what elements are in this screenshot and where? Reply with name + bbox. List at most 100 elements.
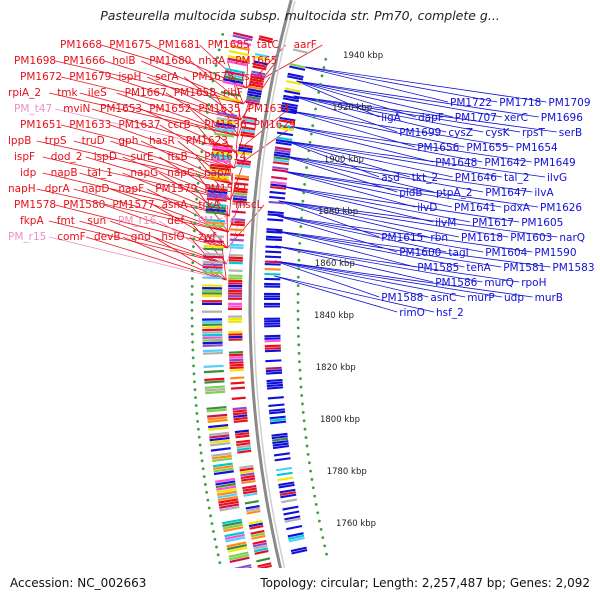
forward-gene xyxy=(235,434,250,439)
reverse-gene xyxy=(266,386,284,390)
leader-line xyxy=(296,80,380,118)
gene-label-right: rbn xyxy=(430,232,448,244)
forward-gene xyxy=(246,95,261,101)
outer-dot xyxy=(199,451,203,455)
reverse-gene xyxy=(272,166,289,171)
outer-dot xyxy=(212,530,215,533)
gene-label-left: aarF xyxy=(294,39,317,51)
reverse-gene xyxy=(264,347,281,350)
outer-dot xyxy=(193,380,196,384)
cog-gene xyxy=(202,326,223,329)
reverse-gene xyxy=(266,228,283,232)
leader-line xyxy=(293,95,398,133)
leader-line xyxy=(274,260,429,298)
cog-gene xyxy=(202,338,223,342)
forward-gene xyxy=(233,187,248,191)
gene-label-right: PM1642 xyxy=(484,157,526,169)
reverse-gene xyxy=(281,104,298,110)
cog-gene xyxy=(207,184,228,189)
cog-gene xyxy=(218,500,239,507)
reverse-gene xyxy=(264,324,281,328)
reverse-gene xyxy=(276,471,293,477)
gene-label-left: PM1698 xyxy=(14,55,56,67)
gene-label-right: murQ xyxy=(484,277,513,289)
gene-label-right: PM1626 xyxy=(540,202,582,214)
gene-labels[interactable]: PM1668 PM1675 PM1681 PM1685 tatC aarF PM1698 PM… xyxy=(8,39,595,319)
inner-dot xyxy=(310,478,314,481)
reverse-gene xyxy=(264,337,281,340)
forward-gene xyxy=(242,121,257,126)
forward-gene xyxy=(241,477,256,482)
gene-label-left: dprA xyxy=(45,183,71,195)
forward-gene xyxy=(234,177,249,181)
reverse-gene xyxy=(289,65,306,71)
reverse-gene xyxy=(272,442,289,447)
cog-gene xyxy=(221,518,242,525)
cog-gene xyxy=(202,323,223,326)
cog-gene xyxy=(228,551,249,558)
gene-label-right: PM1654 xyxy=(516,142,558,154)
reverse-gene xyxy=(264,302,281,305)
cog-gene xyxy=(217,493,238,499)
cog-gene xyxy=(209,169,230,174)
forward-gene xyxy=(228,305,243,308)
cog-gene xyxy=(232,34,253,42)
gene-label-right: rimO xyxy=(399,307,425,319)
forward-gene xyxy=(233,414,248,418)
gene-label-left: ccrB xyxy=(168,119,191,131)
inner-dot xyxy=(301,199,305,203)
leader-line xyxy=(276,230,502,268)
cog-gene xyxy=(230,44,251,52)
forward-gene xyxy=(241,479,256,485)
cog-gene xyxy=(202,289,223,293)
leader-line xyxy=(293,95,447,133)
gene-label-right: hsf_2 xyxy=(436,307,464,319)
reverse-gene xyxy=(268,403,285,407)
cog-gene xyxy=(222,523,243,530)
outer-dot xyxy=(195,412,199,415)
leader-line xyxy=(190,108,237,153)
cog-gene xyxy=(229,554,250,561)
forward-gene xyxy=(242,484,257,490)
forward-gene xyxy=(228,292,243,295)
kbp-tick-label: 1840 kbp xyxy=(314,311,354,321)
gene-label-left: nhaA xyxy=(198,55,226,67)
leader-line xyxy=(226,220,240,265)
leader-line xyxy=(274,260,503,298)
forward-gene xyxy=(254,55,269,61)
outer-dot xyxy=(210,522,214,526)
forward-gene xyxy=(242,118,257,123)
forward-gene xyxy=(228,338,243,341)
reverse-gene xyxy=(264,267,281,271)
leader-line xyxy=(85,156,231,201)
gene-label-left: ileS xyxy=(88,87,107,99)
cog-gene xyxy=(202,302,223,305)
reverse-gene xyxy=(271,432,288,437)
outer-dot xyxy=(197,427,200,431)
gene-label-left: PM1633 xyxy=(69,119,111,131)
gene-label-right: cysZ xyxy=(448,127,473,139)
inner-dot xyxy=(302,191,306,195)
gene-label-left: gnd xyxy=(131,231,151,243)
gene-label-right: serB xyxy=(559,127,582,139)
cog-gene xyxy=(202,286,223,290)
leader-line xyxy=(42,172,230,217)
reverse-gene xyxy=(265,238,282,242)
inner-dot xyxy=(296,275,300,279)
cog-gene xyxy=(212,457,233,463)
forward-gene xyxy=(254,549,269,555)
gene-label-left: PM1665 xyxy=(235,55,277,67)
gene-label-right: ilvD xyxy=(417,202,437,214)
forward-gene xyxy=(242,487,257,492)
forward-gene xyxy=(229,353,244,357)
cog-gene xyxy=(203,252,224,256)
cog-gene xyxy=(225,536,246,543)
inner-dot xyxy=(299,385,303,389)
leader-line xyxy=(276,230,465,268)
gene-label-left: PM1679 xyxy=(69,71,111,83)
reverse-gene xyxy=(288,534,305,540)
reverse-gene xyxy=(275,141,292,146)
gene-label-right: narQ xyxy=(559,232,585,244)
gene-label-left: PM1667 xyxy=(125,87,167,99)
reverse-gene xyxy=(283,94,300,100)
